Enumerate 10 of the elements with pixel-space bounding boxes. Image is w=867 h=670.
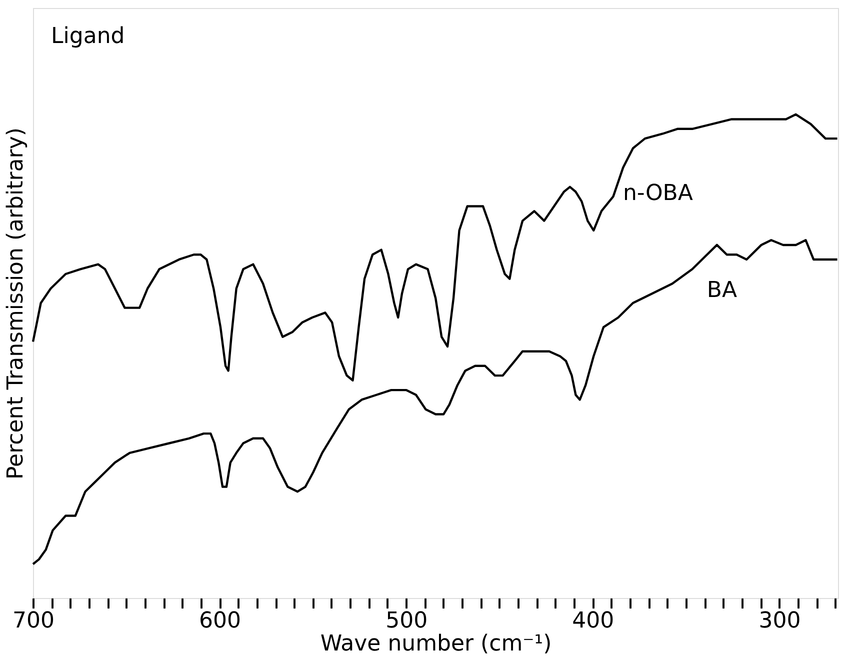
x-tick-label: 400: [572, 608, 614, 634]
series-label: n-OBA: [622, 181, 693, 206]
x-tick-label: 600: [199, 608, 242, 634]
x-axis-title: Wave number (cm⁻¹): [320, 632, 552, 656]
text: Ligand: [51, 24, 125, 49]
x-tick-label: 500: [386, 608, 428, 634]
series-label: BA: [706, 278, 738, 303]
x-tick-label: 700: [12, 608, 54, 634]
y-axis-title: Percent Transmission (arbitrary): [4, 128, 28, 480]
x-tick-label: 300: [758, 608, 801, 634]
